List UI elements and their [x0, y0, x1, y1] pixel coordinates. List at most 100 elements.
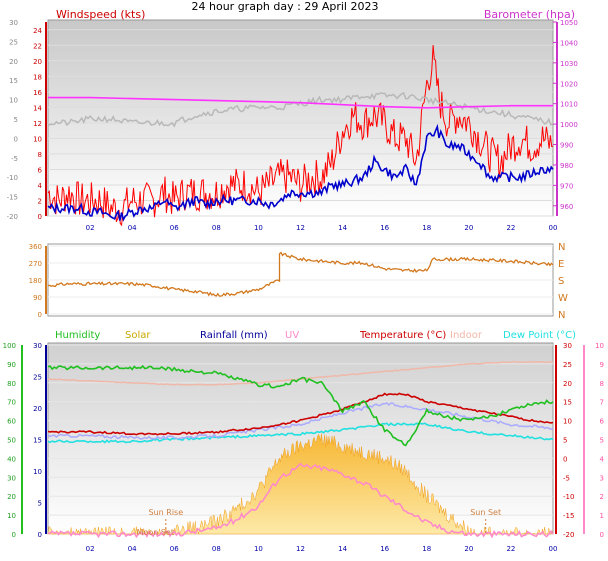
temp-axis-tick-label: -20	[7, 213, 18, 221]
temp-axes: 0102030405060708090100051015202530-20-15…	[3, 342, 605, 553]
baro-tick-label: 970	[560, 182, 573, 190]
compass-label: E	[558, 259, 564, 270]
x-tick-label: 14	[338, 224, 347, 232]
x-tick-label: 06	[170, 224, 179, 232]
chart-title: 24 hour graph day : 29 April 2023	[192, 0, 379, 13]
x-tick-label: 12	[296, 224, 305, 232]
moon-set-label: Moon Set	[137, 528, 174, 537]
humidity-tick-label: 80	[7, 380, 16, 388]
x-tick-label: 04	[128, 545, 137, 553]
humidity-tick-label: 90	[7, 361, 16, 369]
x-tick-label: 08	[212, 224, 221, 232]
temp-tick-label: 20	[563, 380, 572, 388]
baro-tick-label: 990	[560, 142, 573, 150]
compass-label: N	[558, 310, 565, 321]
temp-legend-label: Humidity	[55, 330, 100, 341]
x-tick-label: 08	[212, 545, 221, 553]
temp-axis-tick-label: 25	[9, 38, 18, 46]
rain-tick-label: 30	[33, 342, 42, 350]
direction-tick-label: 90	[33, 294, 42, 302]
humidity-tick-label: 30	[7, 474, 16, 482]
sun-rise-label: Sun Rise	[149, 508, 184, 517]
x-tick-label: 04	[128, 224, 137, 232]
uv-tick-label: 6	[600, 418, 605, 426]
wind-avg-line	[47, 123, 554, 222]
uv-tick-label: 0	[600, 531, 604, 539]
wind-tick-label: 20	[33, 58, 42, 66]
temp-legend-label: Dew Point (°C)	[503, 330, 576, 341]
temp-legend-label: UV	[285, 330, 299, 341]
temp-tick-label: 5	[563, 437, 567, 445]
temp-axis-tick-label: 30	[9, 19, 18, 27]
x-tick-label: 12	[296, 545, 305, 553]
baro-tick-label: 1030	[560, 60, 578, 68]
temp-series: Sun Rise Sun Set Moon Set	[47, 360, 554, 539]
humidity-line	[47, 364, 554, 447]
barometer-line	[48, 96, 553, 109]
temp-tick-label: -5	[563, 474, 570, 482]
compass-label: W	[558, 293, 568, 304]
x-tick-label: 20	[464, 224, 473, 232]
wind-tick-label: 6	[38, 166, 43, 174]
compass-label: S	[558, 276, 564, 287]
barometer-label: Barometer (hpa)	[484, 8, 575, 21]
temp-tick-label: -10	[563, 493, 574, 501]
x-tick-label: 14	[338, 545, 347, 553]
humidity-tick-label: 10	[7, 512, 16, 520]
direction-tick-label: 270	[29, 260, 42, 268]
x-tick-label: 20	[464, 545, 473, 553]
wind-tick-label: 18	[33, 73, 42, 81]
baro-tick-label: 1000	[560, 121, 578, 129]
uv-tick-label: 5	[600, 437, 604, 445]
temp-legend-label: Temperature (°C)	[359, 330, 446, 341]
uv-tick-label: 10	[595, 342, 604, 350]
temp-tick-label: 25	[563, 361, 572, 369]
direction-tick-label: 0	[38, 311, 42, 319]
feels-like-line	[47, 402, 554, 440]
uv-tick-label: 8	[600, 380, 604, 388]
wind-tick-label: 4	[38, 182, 43, 190]
wind-tick-label: 16	[33, 89, 42, 97]
humidity-tick-label: 60	[7, 418, 16, 426]
temp-tick-label: 30	[563, 342, 572, 350]
uv-tick-label: 9	[600, 361, 604, 369]
temp-axis-tick-label: -10	[7, 174, 18, 182]
humidity-tick-label: 20	[7, 493, 16, 501]
uv-tick-label: 1	[600, 512, 604, 520]
uv-tick-label: 4	[600, 455, 605, 463]
humidity-tick-label: 70	[7, 399, 16, 407]
direction-series	[47, 251, 554, 297]
baro-tick-label: 980	[560, 162, 573, 170]
wind-tick-label: 12	[33, 120, 42, 128]
wind-tick-label: 14	[33, 104, 42, 112]
uv-tick-label: 7	[600, 399, 604, 407]
baro-tick-label: 1050	[560, 19, 578, 27]
direction-grid	[48, 245, 553, 315]
wind-axes: 024681012141618202224-20-15-10-505101520…	[7, 19, 578, 232]
temp-axis-tick-label: -15	[7, 194, 18, 202]
rain-tick-label: 5	[38, 500, 42, 508]
temp-tick-label: -15	[563, 512, 574, 520]
baro-tick-label: 1020	[560, 80, 578, 88]
uv-tick-label: 3	[600, 474, 604, 482]
humidity-tick-label: 100	[3, 342, 16, 350]
wind-panel-bg	[47, 19, 554, 217]
temp-legend-label: Solar	[125, 330, 151, 341]
wind-tick-label: 24	[33, 27, 42, 35]
x-tick-label: 10	[254, 545, 263, 553]
temperature-line	[47, 392, 554, 436]
wind-tick-label: 22	[33, 42, 42, 50]
x-tick-label: 22	[506, 545, 515, 553]
compass-label: N	[558, 242, 565, 253]
sun-set-label: Sun Set	[470, 508, 501, 517]
humidity-tick-label: 0	[12, 531, 16, 539]
temp-axis-tick-label: 5	[14, 116, 18, 124]
x-tick-label: 06	[170, 545, 179, 553]
temp-tick-label: 0	[563, 455, 567, 463]
x-tick-label: 18	[422, 224, 431, 232]
x-tick-label: 02	[86, 224, 95, 232]
x-tick-label: 18	[422, 545, 431, 553]
rain-tick-label: 10	[33, 468, 42, 476]
baro-tick-label: 960	[560, 203, 573, 211]
